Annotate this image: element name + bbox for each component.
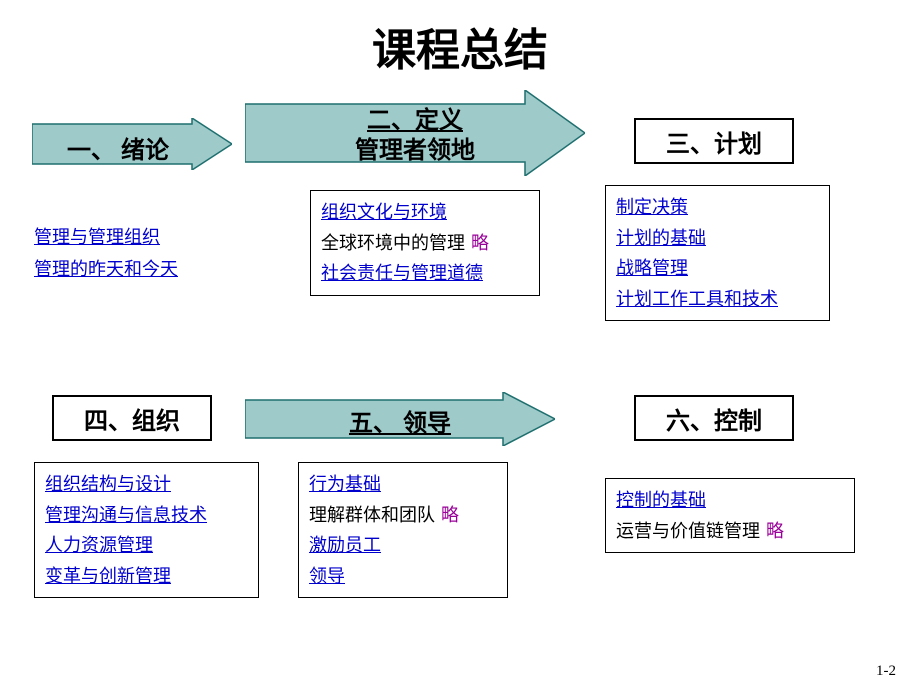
link-text: 管理的昨天和今天 bbox=[34, 259, 178, 279]
link-text: 管理沟通与信息技术 bbox=[45, 505, 207, 525]
link-text: 领导 bbox=[309, 566, 345, 586]
list-item[interactable]: 组织文化与环境 bbox=[321, 197, 529, 228]
link-text: 激励员工 bbox=[309, 535, 381, 555]
link-text: 计划工作工具和技术 bbox=[616, 289, 778, 309]
section-header-3-text: 三、计划 bbox=[666, 124, 762, 159]
link-text: 控制的基础 bbox=[616, 490, 706, 510]
section-header-6-text: 六、控制 bbox=[666, 401, 762, 436]
plain-text: 理解群体和团队 bbox=[309, 505, 435, 525]
link-text: 战略管理 bbox=[616, 258, 688, 278]
section-5-list: 行为基础 理解群体和团队略 激励员工 领导 bbox=[298, 462, 508, 598]
list-item[interactable]: 控制的基础 bbox=[616, 485, 844, 516]
link-text: 组织文化与环境 bbox=[321, 202, 447, 222]
link-text: 社会责任与管理道德 bbox=[321, 263, 483, 283]
section-2-list: 组织文化与环境 全球环境中的管理略 社会责任与管理道德 bbox=[310, 190, 540, 296]
list-item[interactable]: 管理沟通与信息技术 bbox=[45, 500, 248, 531]
page-title: 课程总结 bbox=[0, 0, 920, 86]
section-1-list: 管理与管理组织 管理的昨天和今天 bbox=[34, 222, 234, 285]
section-header-4: 四、组织 bbox=[52, 395, 212, 441]
list-item[interactable]: 管理的昨天和今天 bbox=[34, 254, 234, 286]
list-item[interactable]: 战略管理 bbox=[616, 253, 819, 284]
section-header-2-line2: 管理者领地 bbox=[300, 130, 530, 165]
link-text: 组织结构与设计 bbox=[45, 474, 171, 494]
list-item[interactable]: 计划工作工具和技术 bbox=[616, 284, 819, 315]
link-text: 变革与创新管理 bbox=[45, 566, 171, 586]
link-text: 行为基础 bbox=[309, 474, 381, 494]
page-number: 1-2 bbox=[876, 663, 896, 680]
list-item[interactable]: 组织结构与设计 bbox=[45, 469, 248, 500]
plain-text: 全球环境中的管理 bbox=[321, 233, 465, 253]
section-header-4-text: 四、组织 bbox=[84, 401, 180, 436]
note-text: 略 bbox=[471, 233, 489, 253]
section-header-3: 三、计划 bbox=[634, 118, 794, 164]
section-6-list: 控制的基础 运营与价值链管理略 bbox=[605, 478, 855, 553]
note-text: 略 bbox=[766, 521, 784, 541]
link-text: 管理与管理组织 bbox=[34, 227, 160, 247]
list-item[interactable]: 人力资源管理 bbox=[45, 530, 248, 561]
section-3-list: 制定决策 计划的基础 战略管理 计划工作工具和技术 bbox=[605, 185, 830, 321]
note-text: 略 bbox=[441, 505, 459, 525]
section-header-5: 五、 领导 bbox=[290, 403, 510, 438]
list-item[interactable]: 社会责任与管理道德 bbox=[321, 258, 529, 289]
list-item[interactable]: 激励员工 bbox=[309, 530, 497, 561]
section-header-1: 一、 绪论 bbox=[38, 130, 198, 165]
list-item[interactable]: 领导 bbox=[309, 561, 497, 592]
list-item: 全球环境中的管理略 bbox=[321, 228, 529, 259]
list-item[interactable]: 行为基础 bbox=[309, 469, 497, 500]
plain-text: 运营与价值链管理 bbox=[616, 521, 760, 541]
list-item[interactable]: 管理与管理组织 bbox=[34, 222, 234, 254]
list-item[interactable]: 制定决策 bbox=[616, 192, 819, 223]
list-item: 理解群体和团队略 bbox=[309, 500, 497, 531]
link-text: 人力资源管理 bbox=[45, 535, 153, 555]
link-text: 制定决策 bbox=[616, 197, 688, 217]
section-4-list: 组织结构与设计 管理沟通与信息技术 人力资源管理 变革与创新管理 bbox=[34, 462, 259, 598]
list-item: 运营与价值链管理略 bbox=[616, 516, 844, 547]
list-item[interactable]: 变革与创新管理 bbox=[45, 561, 248, 592]
section-header-6: 六、控制 bbox=[634, 395, 794, 441]
link-text: 计划的基础 bbox=[616, 228, 706, 248]
list-item[interactable]: 计划的基础 bbox=[616, 223, 819, 254]
